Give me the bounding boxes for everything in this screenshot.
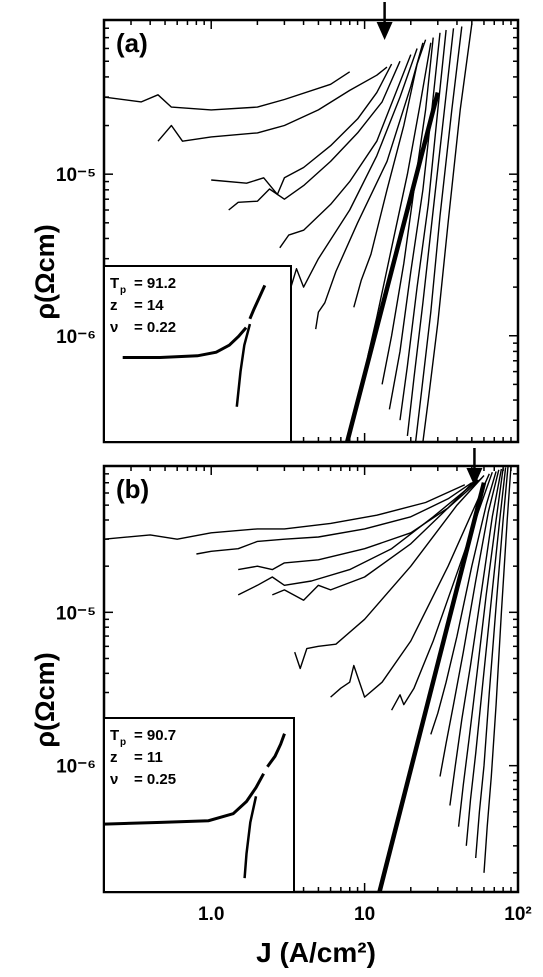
data-series-b-6 <box>294 475 485 670</box>
data-series-a-15 <box>422 23 473 442</box>
y-tick-label-a: 10⁻⁵ <box>56 165 96 186</box>
inset-param-symbol-a: z <box>110 297 118 314</box>
inset-param-value-a: = 0.22 <box>134 319 176 336</box>
x-tick-label: 10² <box>504 904 531 925</box>
inset-collapse-rise-a <box>248 284 267 320</box>
thick-fit-line-a <box>345 91 440 442</box>
inset-param-subscript-b: p <box>120 737 126 748</box>
data-series-b-5 <box>272 477 483 601</box>
data-series-a-3 <box>211 63 393 196</box>
data-series-a-4 <box>228 60 401 211</box>
inset-param-symbol-b: z <box>110 749 118 766</box>
data-series-a-9 <box>367 42 432 357</box>
x-tick-label: 1.0 <box>198 904 224 925</box>
data-series-b-15 <box>483 466 512 873</box>
data-series-a-10 <box>381 37 434 385</box>
data-series-a-14 <box>414 26 463 442</box>
data-series-b-4 <box>237 479 479 596</box>
data-series-a-1 <box>104 71 351 111</box>
y-axis-label-a: ρ(Ωcm) <box>30 224 60 319</box>
inset-frame-b <box>103 717 295 893</box>
data-series-a-2 <box>157 66 388 142</box>
plot-frame-a <box>102 18 520 444</box>
y-axis-label-b: ρ(Ωcm) <box>30 652 60 747</box>
data-series-b-14 <box>475 466 509 859</box>
data-series-a-12 <box>399 29 447 421</box>
inset-param-symbol-a: T <box>110 275 119 292</box>
x-axis-label: J (A/cm²) <box>256 937 376 968</box>
panel-b: 10⁻⁵ 10⁻⁶ 1.0 10 10² (b) T p = 90.7 z = 11 ν = 0.25 <box>56 448 532 925</box>
data-series-b-11 <box>449 468 503 806</box>
data-series-b-7 <box>330 473 490 698</box>
arrow-head-a <box>376 22 393 40</box>
inset-param-symbol-a: ν <box>110 319 118 336</box>
inset-param-value-b: = 90.7 <box>134 727 176 744</box>
plot-area-a <box>104 23 473 442</box>
y-tick-label-b: 10⁻⁶ <box>56 757 96 778</box>
data-series-b-9 <box>430 471 497 735</box>
inset-param-value-a: = 14 <box>134 297 164 314</box>
data-series-b-12 <box>457 468 504 827</box>
data-series-b-2 <box>196 482 473 555</box>
data-series-a-5 <box>279 54 412 249</box>
data-series-a-13 <box>406 28 455 436</box>
inset-param-value-b: = 0.25 <box>134 771 176 788</box>
inset-collapse-drop-b <box>243 796 258 879</box>
arrow-head-b <box>466 468 483 486</box>
plot-area-b <box>104 466 512 892</box>
data-series-b-10 <box>439 469 500 777</box>
data-series-a-6 <box>288 48 418 295</box>
data-series-b-1 <box>104 484 466 540</box>
data-series-b-3 <box>238 480 475 571</box>
inset-collapse-rise-b <box>266 733 286 768</box>
plot-frame-b <box>102 464 520 894</box>
panel-label-b: (b) <box>116 474 149 504</box>
arrow-marker-b <box>466 448 483 486</box>
inset-param-symbol-b: T <box>110 727 119 744</box>
inset-collapse-branch-b <box>103 772 265 826</box>
data-series-b-13 <box>465 467 507 846</box>
inset-collapse-drop-a <box>235 323 252 407</box>
panel-a: 10⁻⁵ 10⁻⁶ (a) T p = 91.2 z = 14 ν = 0.22 <box>56 2 520 444</box>
data-series-a-11 <box>388 32 441 410</box>
y-tick-label-a: 10⁻⁶ <box>56 327 96 348</box>
panel-label-a: (a) <box>116 28 148 58</box>
inset-param-symbol-b: ν <box>110 771 118 788</box>
thick-fit-line-b <box>377 482 487 892</box>
inset-param-value-a: = 91.2 <box>134 275 176 292</box>
inset-param-value-b: = 11 <box>134 749 163 766</box>
arrow-marker-a <box>376 2 393 40</box>
data-series-a-8 <box>353 39 427 308</box>
y-tick-label-b: 10⁻⁵ <box>56 603 96 624</box>
data-series-a-7 <box>315 42 424 330</box>
inset-collapse-branch-a <box>122 326 248 359</box>
x-tick-label: 10 <box>354 904 375 925</box>
inset-param-subscript-a: p <box>120 285 126 296</box>
